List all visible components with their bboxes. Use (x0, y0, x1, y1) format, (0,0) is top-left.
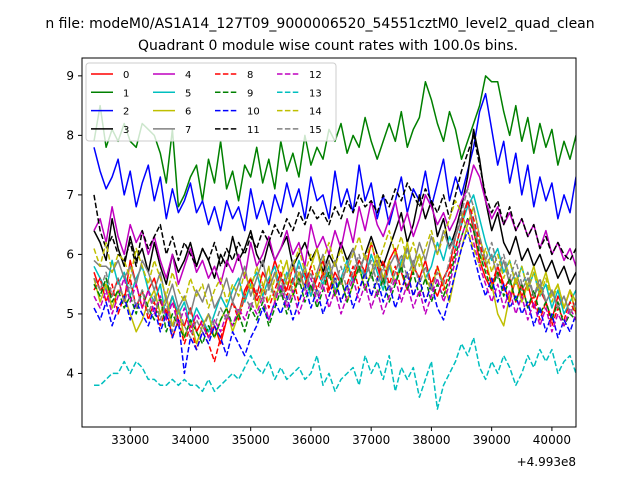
x-offset-label: +4.993e8 (517, 455, 576, 469)
x-tick-label: 36000 (292, 433, 330, 447)
y-tick-label: 9 (66, 69, 74, 83)
y-tick-label: 5 (66, 307, 74, 321)
plot-frame (81, 57, 577, 428)
x-tick-label: 39000 (473, 433, 511, 447)
legend-label-4: 4 (185, 70, 191, 81)
y-tick-label: 8 (66, 128, 74, 142)
x-tick-label: 33000 (111, 433, 149, 447)
legend-label-0: 0 (123, 70, 129, 81)
series-layer (93, 75, 576, 410)
x-tick-label: 37000 (352, 433, 390, 447)
legend-frame (85, 62, 337, 142)
legend-label-8: 8 (247, 70, 253, 81)
legend-label-5: 5 (185, 88, 191, 99)
legend-label-9: 9 (247, 88, 253, 99)
series-line-4 (93, 164, 576, 285)
legend-label-1: 1 (123, 88, 129, 99)
series-line-15 (93, 188, 576, 339)
y-axis-ticks: 4 5 6 7 8 9 (66, 69, 82, 380)
series-line-3 (93, 128, 576, 285)
legend-label-3: 3 (123, 125, 129, 136)
series-line-11 (93, 134, 576, 268)
x-tick-label: 38000 (412, 433, 450, 447)
y-tick-label: 4 (66, 366, 74, 380)
x-tick-label: 35000 (232, 433, 270, 447)
series-line-1 (93, 75, 576, 208)
chart-title: Quadrant 0 module wise count rates with … (138, 38, 518, 54)
series-line-13 (94, 336, 576, 410)
legend-label-14: 14 (309, 107, 322, 118)
series-line-2 (93, 92, 576, 232)
x-axis-ticks: 33000 34000 35000 36000 37000 38000 39000 40000 (111, 427, 571, 447)
suptitle: n file: modeM0/AS1A14_127T09_9000006520_… (45, 16, 594, 32)
legend-label-12: 12 (309, 70, 322, 81)
legend-label-10: 10 (247, 107, 260, 118)
legend-label-6: 6 (185, 107, 191, 118)
y-tick-label: 7 (66, 188, 74, 202)
legend-label-15: 15 (309, 125, 322, 136)
series-line-10 (93, 229, 576, 375)
legend-label-11: 11 (247, 125, 260, 136)
legend-label-13: 13 (309, 88, 322, 99)
x-tick-label: 40000 (533, 433, 571, 447)
series-line-14 (93, 200, 576, 315)
legend-label-2: 2 (123, 107, 129, 118)
x-tick-label: 34000 (171, 433, 209, 447)
series-line-12 (93, 217, 576, 339)
y-tick-label: 6 (66, 247, 74, 261)
legend-label-7: 7 (185, 125, 191, 136)
